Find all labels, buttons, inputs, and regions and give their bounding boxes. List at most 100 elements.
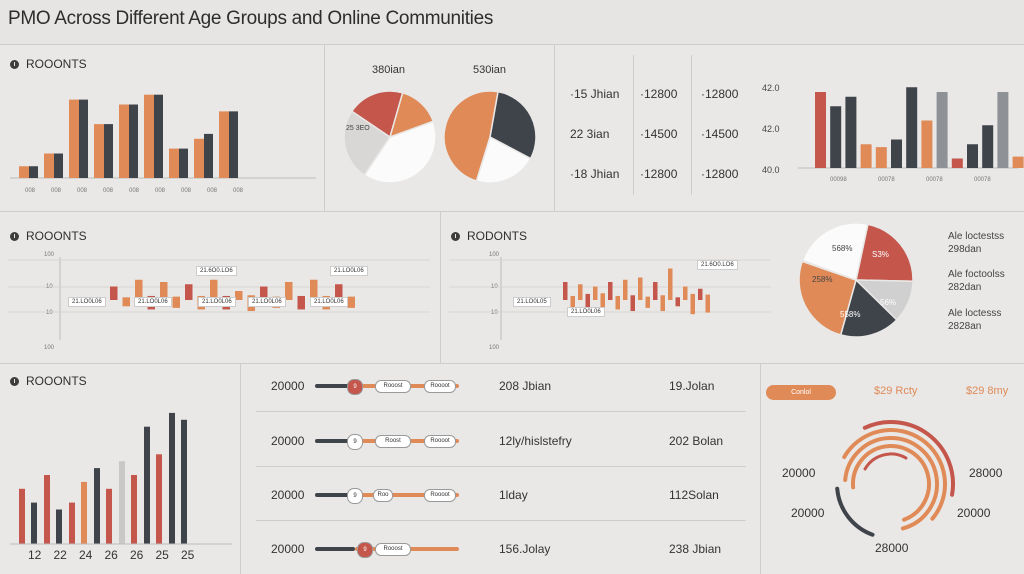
x-tick: 26 <box>104 548 118 562</box>
y-tick: 42.0 <box>762 83 780 93</box>
radial-arc <box>863 452 908 471</box>
pie-1-slice <box>363 120 437 184</box>
row-divider <box>256 411 746 412</box>
row-divider <box>256 466 746 467</box>
panel-title-text: RODONTS <box>467 229 527 243</box>
slider-badge[interactable]: Roooot <box>424 435 456 448</box>
x-tick: 26 <box>130 548 144 562</box>
data-tag: 21.LO0L06 <box>248 297 286 307</box>
x-tick: 25 <box>155 548 169 562</box>
bar <box>235 291 243 300</box>
bar <box>608 282 613 300</box>
slice-label: S3% <box>872 250 889 259</box>
slider-badge[interactable]: Roo <box>373 489 393 502</box>
data-tag: 21.6O0.LO6 <box>196 266 237 276</box>
pie-charts <box>343 90 537 184</box>
waterfall-chart-1 <box>8 257 430 340</box>
bar <box>31 502 37 544</box>
stats-panel: ·15 Jhian ·12800 ·12800 22 3ian ·14500 ·14500… <box>554 45 758 211</box>
row-mid-value: 1lday <box>499 488 528 502</box>
bar <box>79 99 88 178</box>
data-tag: 21.LO0L05 <box>513 297 551 307</box>
bar <box>69 502 75 544</box>
panel-title-text: ROOONTS <box>26 229 87 243</box>
bar <box>169 148 179 178</box>
x-tick: 008 <box>155 188 166 194</box>
slider-handle[interactable]: 9 <box>347 379 363 395</box>
bar <box>875 147 887 168</box>
y-tick: 10 <box>491 310 498 316</box>
x-tick: 00078 <box>926 177 943 183</box>
bar <box>660 295 665 312</box>
x-tick: 12 <box>28 548 42 562</box>
slider-handle[interactable]: 9 <box>347 434 363 450</box>
legend-value: 282dan <box>948 282 982 293</box>
bar <box>347 296 355 308</box>
bar <box>310 279 318 300</box>
bar <box>169 412 175 544</box>
slider-badge[interactable]: Rooost <box>375 543 411 556</box>
bar <box>845 96 857 168</box>
pie-1-slice <box>388 91 435 139</box>
pie-2-slice <box>443 90 499 182</box>
stat-cell: ·14500 <box>701 127 739 141</box>
bar <box>119 104 129 178</box>
slider-handle[interactable]: 9 <box>357 542 373 558</box>
pie-panel-1: 380ian 530ian 25 3EO <box>324 45 554 211</box>
radial-arc <box>843 436 939 531</box>
slider-handle[interactable]: 9 <box>347 488 363 504</box>
bar <box>194 138 204 178</box>
divider <box>0 363 1024 364</box>
bar <box>135 279 143 300</box>
bar-panel-3: ROOONTS 12 22 24 26 26 25 25 <box>0 364 240 574</box>
bar <box>563 282 568 300</box>
bar <box>106 488 112 544</box>
bar <box>19 166 29 178</box>
pie-1-slice <box>350 90 404 139</box>
pie-chart-3 <box>798 222 914 338</box>
slider-badge[interactable]: Rooost <box>375 380 411 393</box>
stat-cell: ·12800 <box>701 87 739 101</box>
bar <box>1012 156 1024 168</box>
y-tick: 100 <box>44 252 55 258</box>
x-tick: 008 <box>77 188 88 194</box>
panel-title: ROOONTS <box>10 57 87 71</box>
data-tag: 21.LO0L06 <box>68 297 106 307</box>
slider-panel: 20000 9 Rooost Roooot 208 Jbian 19.Jolan 20000… <box>240 364 760 574</box>
bar <box>185 284 193 300</box>
row-mid-value: 208 Jbian <box>499 379 552 393</box>
x-tick: 00078 <box>974 177 991 183</box>
divider <box>0 44 1024 45</box>
bar <box>44 475 50 544</box>
bar <box>675 297 680 307</box>
bar <box>585 293 590 315</box>
legend-label: Ale loctesss <box>948 308 1002 319</box>
row-right-value: 112Solan <box>669 488 719 502</box>
bar <box>600 293 605 316</box>
bar <box>54 153 63 178</box>
bar <box>69 99 79 178</box>
pie-2-slice <box>489 90 537 160</box>
radial-value: 20000 <box>782 466 816 480</box>
slider-badge[interactable]: Roooot <box>424 380 456 393</box>
bar <box>997 92 1009 168</box>
slider-track-left <box>315 547 355 551</box>
waterfall-panel-2: RODONTS 100 10 10 100 21.6O0.LO6 21.LO0L… <box>440 212 786 363</box>
slider-track-left <box>315 384 355 388</box>
control-pill[interactable]: Conlol <box>766 385 836 400</box>
pie-panel-2: 568% S3% 258% 56% 558% Ale loctestss 298… <box>786 212 1024 363</box>
slider-badge[interactable]: Roooot <box>424 489 456 502</box>
row-right-value: 238 Jbian <box>669 542 722 556</box>
bar <box>638 277 643 300</box>
bar <box>104 124 113 178</box>
pie-inner-label: 25 3EO <box>346 125 370 132</box>
slider-badge[interactable]: Roost <box>375 435 411 448</box>
stat-cell: ·12800 <box>701 167 739 181</box>
info-icon <box>10 376 19 386</box>
legend-value: 298dan <box>948 244 982 255</box>
pie-3-slice <box>839 278 898 338</box>
row-right-value: 19.Jolan <box>669 379 715 393</box>
info-icon <box>10 59 19 69</box>
bar <box>229 111 238 178</box>
pie-label-1: 380ian <box>372 64 406 76</box>
